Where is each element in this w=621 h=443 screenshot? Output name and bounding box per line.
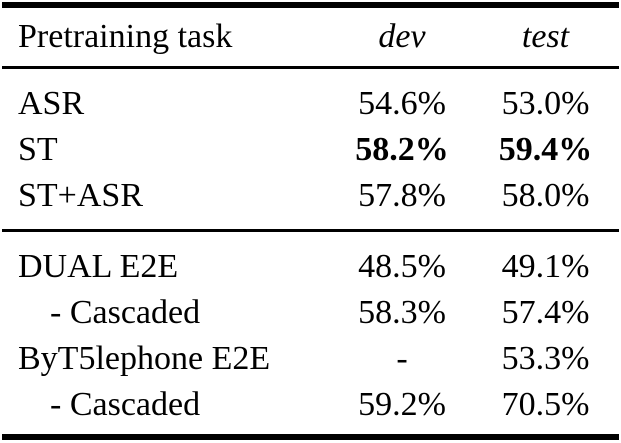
test-cell: 70.5% xyxy=(501,386,590,423)
table-rule-after-header xyxy=(2,66,619,69)
table-row: DUAL E2E 48.5% 49.1% xyxy=(2,244,619,290)
header-dev: dev xyxy=(378,18,426,55)
task-cell: ST xyxy=(18,131,58,168)
test-cell: 59.4% xyxy=(498,131,593,168)
header-test: test xyxy=(521,18,570,55)
table-rule-top xyxy=(2,2,619,8)
test-cell: 58.0% xyxy=(501,177,590,214)
dev-cell: 54.6% xyxy=(358,85,446,122)
header-task: Pretraining task xyxy=(18,18,233,55)
dev-cell: - xyxy=(396,340,408,377)
task-cell: - Cascaded xyxy=(50,294,201,331)
task-cell: - Cascaded xyxy=(50,386,201,423)
test-cell: 53.3% xyxy=(501,340,590,377)
table-row: - Cascaded 59.2% 70.5% xyxy=(2,382,619,428)
table-group-pretraining: ASR 54.6% 53.0% ST 58.2% 59.4% ST+ASR 57… xyxy=(2,69,619,229)
table-group-systems: DUAL E2E 48.5% 49.1% - Cascaded 58.3% 57… xyxy=(2,232,619,434)
test-cell: 49.1% xyxy=(501,248,590,285)
table-rule-mid xyxy=(2,229,619,232)
dev-cell: 57.8% xyxy=(358,177,446,214)
dev-cell: 59.2% xyxy=(358,386,446,423)
task-cell: ASR xyxy=(18,85,85,122)
table-row: ST 58.2% 59.4% xyxy=(2,127,619,173)
table-rule-bottom xyxy=(2,434,619,440)
table-row: ByT5lephone E2E - 53.3% xyxy=(2,336,619,382)
dev-cell: 48.5% xyxy=(358,248,446,285)
table-row: ST+ASR 57.8% 58.0% xyxy=(2,173,619,219)
dev-cell: 58.3% xyxy=(358,294,446,331)
table-row: - Cascaded 58.3% 57.4% xyxy=(2,290,619,336)
task-cell: ST+ASR xyxy=(18,177,143,214)
table-header-row: Pretraining task dev test xyxy=(2,8,619,66)
dev-cell: 58.2% xyxy=(355,131,449,168)
test-cell: 57.4% xyxy=(501,294,590,331)
test-cell: 53.0% xyxy=(501,85,590,122)
task-cell: ByT5lephone E2E xyxy=(18,340,271,377)
task-cell: DUAL E2E xyxy=(18,248,179,285)
table-row: ASR 54.6% 53.0% xyxy=(2,81,619,127)
